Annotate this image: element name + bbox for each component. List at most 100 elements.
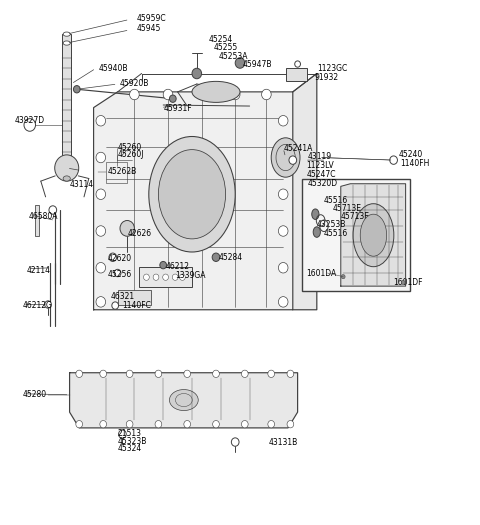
Bar: [62, 34, 71, 163]
Text: 45247C: 45247C: [306, 170, 336, 179]
Text: 45320D: 45320D: [307, 179, 337, 188]
Ellipse shape: [353, 204, 394, 267]
Text: 45255: 45255: [214, 43, 238, 52]
Circle shape: [169, 95, 176, 102]
Text: 21513: 21513: [118, 428, 142, 438]
Circle shape: [268, 370, 275, 377]
Text: 45324: 45324: [118, 444, 142, 454]
Circle shape: [289, 156, 297, 164]
Circle shape: [230, 89, 240, 100]
Circle shape: [401, 280, 405, 285]
Circle shape: [184, 370, 191, 377]
Circle shape: [278, 226, 288, 236]
Circle shape: [184, 421, 191, 428]
Text: 45262B: 45262B: [108, 167, 137, 176]
Circle shape: [163, 89, 173, 100]
Circle shape: [100, 421, 107, 428]
Ellipse shape: [169, 390, 198, 411]
Ellipse shape: [149, 136, 235, 252]
Circle shape: [109, 253, 117, 261]
Text: 45284: 45284: [218, 253, 242, 262]
Text: 91932: 91932: [314, 72, 338, 82]
Circle shape: [295, 61, 300, 67]
Circle shape: [119, 430, 126, 438]
Text: 45241A: 45241A: [283, 143, 312, 153]
Text: 45931F: 45931F: [163, 104, 192, 113]
Circle shape: [49, 206, 57, 214]
Circle shape: [241, 421, 248, 428]
Polygon shape: [341, 184, 406, 286]
Text: 46321: 46321: [110, 292, 134, 301]
Text: 45253A: 45253A: [218, 51, 248, 61]
Text: 42114: 42114: [26, 266, 50, 275]
Text: 45940B: 45940B: [98, 64, 128, 73]
Text: 45323B: 45323B: [118, 436, 147, 446]
Text: 1140FH: 1140FH: [400, 159, 429, 169]
Circle shape: [231, 438, 239, 446]
Ellipse shape: [271, 138, 300, 177]
Text: 45713E: 45713E: [341, 212, 370, 222]
Circle shape: [153, 274, 159, 280]
Text: 42620: 42620: [108, 254, 132, 263]
Circle shape: [73, 86, 80, 93]
Circle shape: [76, 421, 83, 428]
Text: 45947B: 45947B: [242, 59, 272, 69]
Circle shape: [130, 89, 139, 100]
Circle shape: [112, 302, 119, 309]
Text: 43927D: 43927D: [14, 116, 45, 125]
Text: 43114: 43114: [70, 180, 94, 190]
Text: 46580A: 46580A: [29, 212, 58, 221]
Circle shape: [144, 274, 149, 280]
Text: 1601DA: 1601DA: [306, 268, 336, 278]
Text: 43253B: 43253B: [317, 220, 346, 229]
Polygon shape: [94, 92, 293, 310]
Circle shape: [160, 261, 167, 269]
Circle shape: [235, 58, 245, 68]
Text: 46212G: 46212G: [23, 301, 53, 310]
Circle shape: [96, 152, 106, 163]
Text: 1601DF: 1601DF: [394, 278, 423, 287]
Circle shape: [180, 274, 185, 280]
Circle shape: [96, 189, 106, 200]
Text: 1123LV: 1123LV: [306, 161, 334, 170]
Text: 45920B: 45920B: [120, 79, 149, 89]
Circle shape: [287, 370, 294, 377]
Text: 43119: 43119: [307, 152, 331, 161]
Text: 45516: 45516: [324, 196, 348, 205]
Circle shape: [268, 421, 275, 428]
Circle shape: [278, 189, 288, 200]
Ellipse shape: [63, 32, 70, 36]
Ellipse shape: [313, 227, 321, 237]
Circle shape: [55, 155, 79, 181]
Circle shape: [120, 220, 134, 236]
Ellipse shape: [158, 150, 226, 239]
Ellipse shape: [192, 81, 240, 102]
Circle shape: [96, 226, 106, 236]
Circle shape: [126, 370, 133, 377]
Text: 45280: 45280: [23, 390, 47, 400]
Ellipse shape: [63, 176, 70, 181]
Text: 45516: 45516: [324, 229, 348, 238]
Text: 45713E: 45713E: [333, 204, 361, 214]
Text: 45254: 45254: [209, 35, 233, 44]
Circle shape: [192, 68, 202, 79]
Circle shape: [76, 370, 83, 377]
Text: 46212: 46212: [166, 261, 190, 271]
Bar: [118, 290, 151, 304]
Ellipse shape: [312, 209, 319, 219]
Circle shape: [241, 370, 248, 377]
Circle shape: [96, 262, 106, 273]
Circle shape: [155, 421, 162, 428]
Circle shape: [100, 370, 107, 377]
Text: 43131B: 43131B: [269, 437, 298, 447]
Bar: [35, 205, 39, 236]
Text: 45240: 45240: [398, 150, 423, 160]
Circle shape: [96, 116, 106, 126]
Bar: [302, 178, 410, 291]
Circle shape: [278, 262, 288, 273]
Circle shape: [96, 297, 106, 307]
Circle shape: [278, 116, 288, 126]
Ellipse shape: [63, 41, 70, 45]
Circle shape: [278, 152, 288, 163]
Circle shape: [114, 269, 121, 277]
